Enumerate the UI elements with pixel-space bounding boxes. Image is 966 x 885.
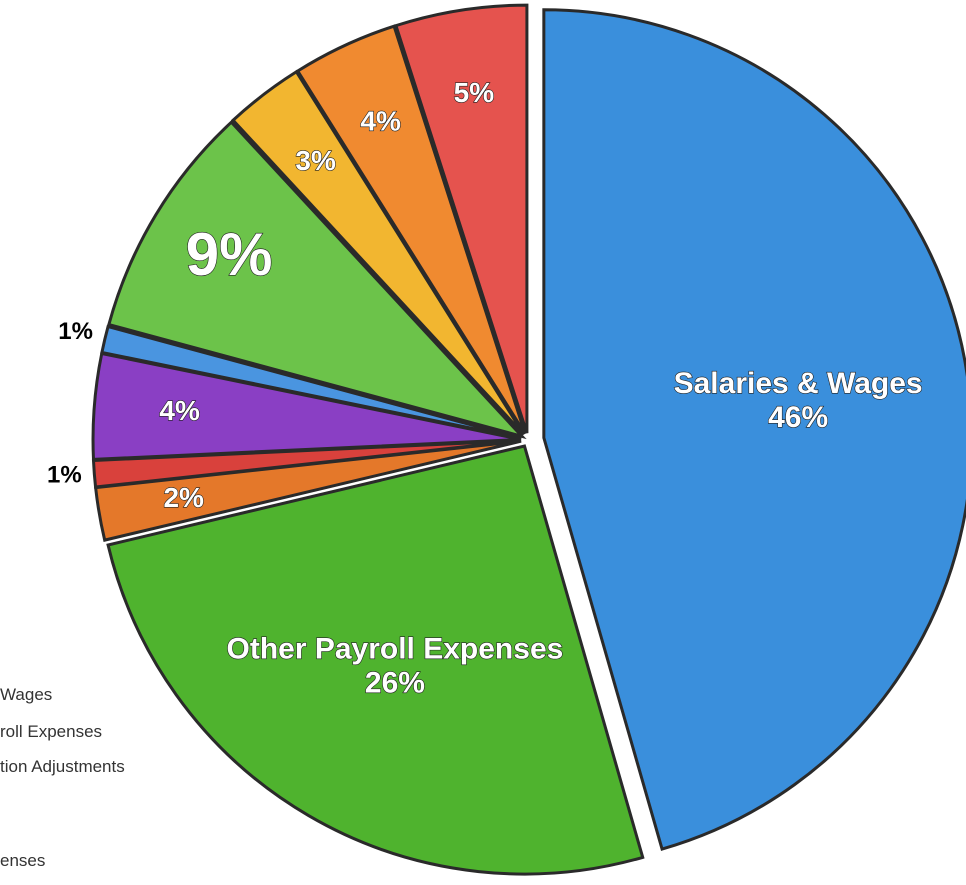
pie-slice (100, 324, 522, 440)
slice-value-label: 5% (454, 77, 495, 108)
legend-fragments: Wages roll Expenses tion Adjustments ens… (0, 685, 125, 870)
pie-slice (295, 24, 527, 435)
slice-value-label: 9% (186, 221, 273, 288)
slice-value-label: 3% (295, 145, 336, 176)
slice-name: Other Payroll Expenses (227, 633, 564, 666)
pie-slice (394, 3, 529, 434)
pie-slice (106, 444, 645, 876)
slice-value-label: 1% (58, 318, 93, 345)
slice-value-label: 4% (360, 106, 401, 137)
slice-value-label: 2% (163, 482, 204, 513)
legend-text: roll Expenses (0, 722, 102, 741)
slice-value-label: 46% (768, 401, 828, 434)
slice-value-label: 4% (159, 395, 200, 426)
legend-text: enses (0, 851, 45, 870)
slice-name: Salaries & Wages (674, 367, 923, 400)
legend-text: tion Adjustments (0, 757, 125, 776)
legend-text: Wages (0, 685, 52, 704)
pie-slice (230, 69, 526, 436)
pie-slice (542, 8, 966, 851)
slice-value-label: 1% (47, 461, 82, 488)
pie-slice (107, 120, 527, 440)
slice-value-label: 26% (365, 667, 425, 700)
